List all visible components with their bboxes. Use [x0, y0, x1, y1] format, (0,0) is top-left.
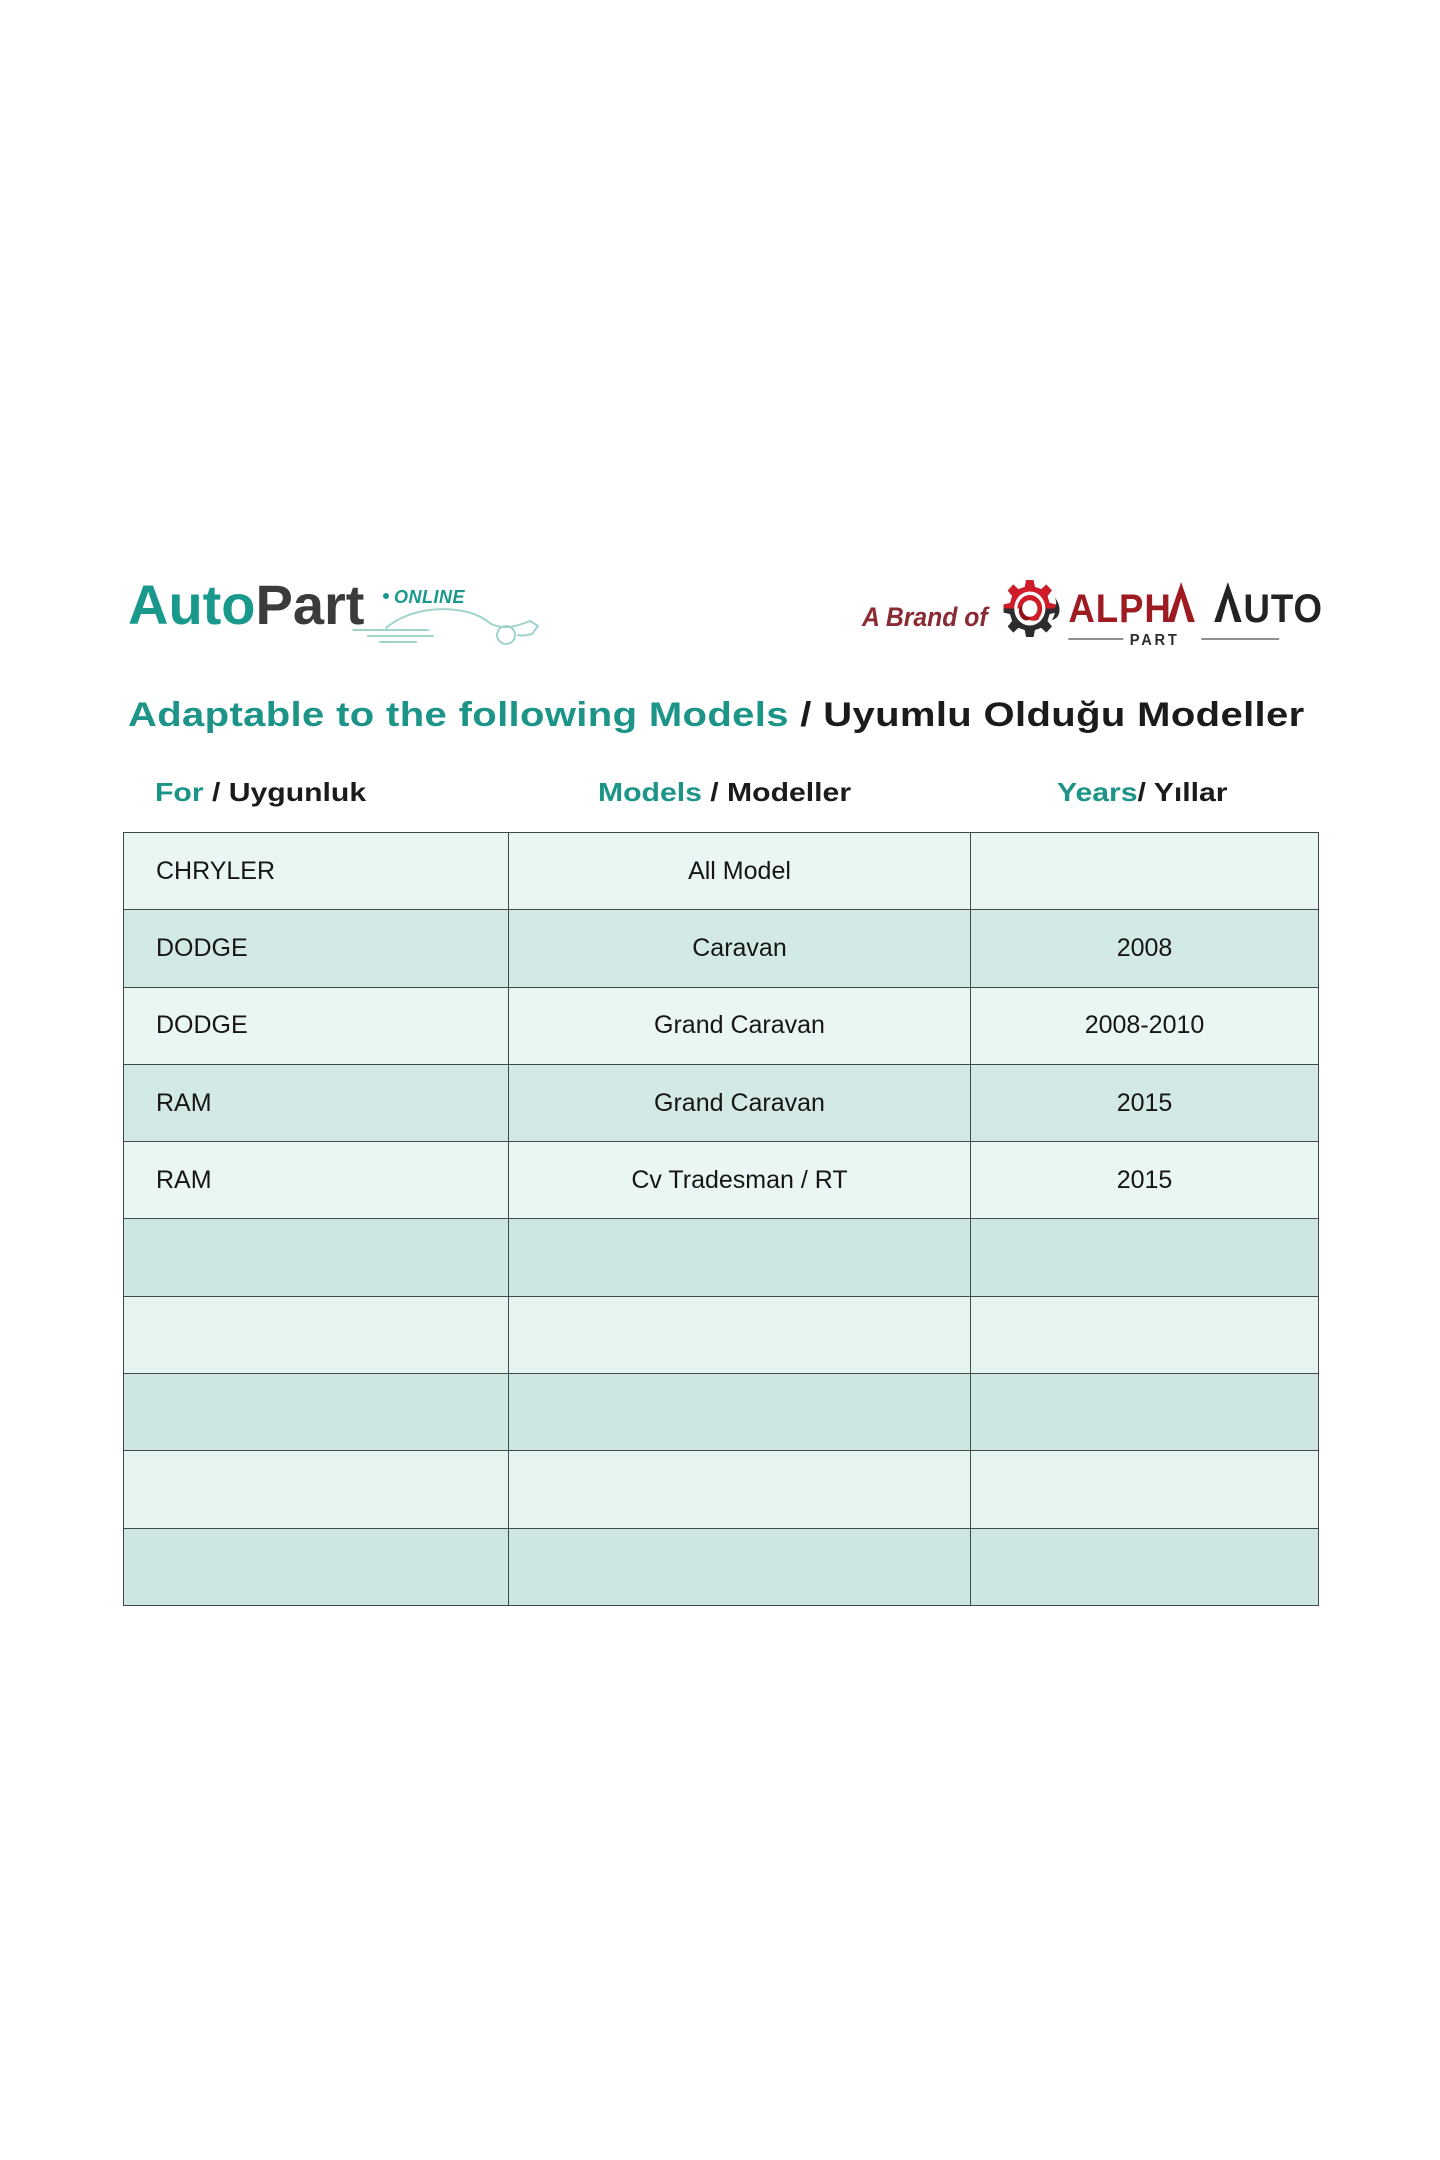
svg-text:A Brand of: A Brand of [861, 603, 990, 632]
svg-text:UTO: UTO [1243, 587, 1322, 632]
svg-text:ONLINE: ONLINE [394, 587, 465, 607]
svg-text:ALPH: ALPH [1068, 587, 1171, 632]
svg-text:PART: PART [1130, 631, 1180, 649]
svg-text:AutoPart: AutoPart [128, 573, 364, 636]
